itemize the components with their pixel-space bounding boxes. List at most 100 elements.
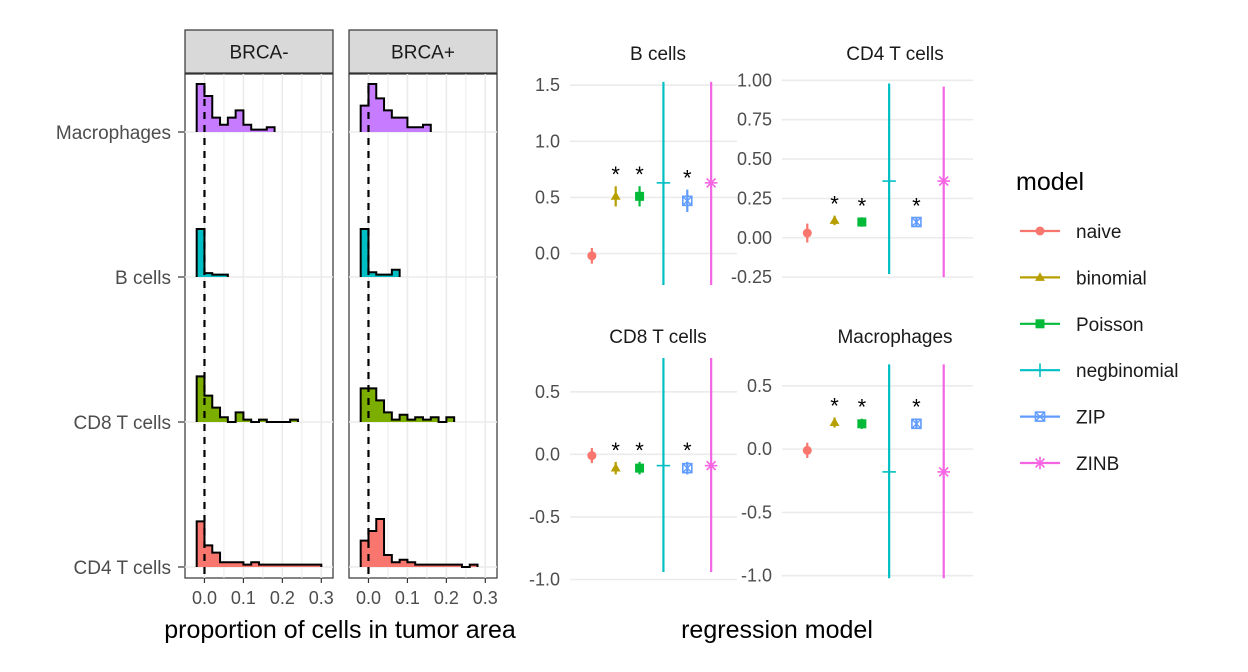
marker-naive xyxy=(802,228,812,238)
histogram-outline-cd8-t-cells xyxy=(359,387,456,423)
y-tick-label: 0.0 xyxy=(535,444,560,464)
histogram-facet-plot: BRCA- 0.0 0.1 0.2 0.3 BRCA+ 0.0 0.1 0.2 0.3 Macrop… xyxy=(56,29,498,608)
point-negbinomial xyxy=(656,358,671,572)
marker-poisson xyxy=(857,217,867,227)
y-tick-label-cd4-t-cells: CD4 T cells xyxy=(74,558,172,579)
marker-zip-box xyxy=(911,418,922,430)
x-tick-label: 0.3 xyxy=(473,588,498,608)
y-tick-label: -0.25 xyxy=(731,267,772,287)
legend-marker xyxy=(1035,319,1045,329)
marker-poisson xyxy=(635,191,645,201)
histogram-outline-cd8-t-cells xyxy=(195,375,299,423)
facet-brca: BRCA+ 0.0 0.1 0.2 0.3 xyxy=(348,29,498,608)
marker-naive xyxy=(802,445,812,455)
regression-x-axis-title: regression model xyxy=(681,616,873,644)
histogram-outline-cd4-t-cells xyxy=(359,518,479,568)
marker-binomial xyxy=(829,215,840,224)
point-zip: * xyxy=(911,193,922,228)
y-tick-label-macrophages: Macrophages xyxy=(56,123,171,144)
point-binomial: * xyxy=(610,162,621,207)
marker-zip-d2 xyxy=(911,418,922,429)
legend-item-poisson: Poisson xyxy=(1020,315,1144,336)
histogram-outline-macrophages xyxy=(195,83,276,132)
marker-zinb-ray xyxy=(706,460,717,471)
legend-marker xyxy=(1033,363,1047,377)
point-binomial: * xyxy=(829,393,840,428)
legend-title: model xyxy=(1016,168,1084,196)
facet-strip xyxy=(348,29,498,74)
y-tick-label: 0.0 xyxy=(535,244,560,264)
point-zinb xyxy=(937,86,951,278)
x-tick-label: 0.0 xyxy=(192,588,217,608)
marker-poisson xyxy=(857,419,867,429)
significance-star: * xyxy=(683,438,692,463)
marker-zip-box xyxy=(911,216,922,228)
legend-item-zinb: ZINB xyxy=(1020,454,1119,475)
y-tick-label: 1.0 xyxy=(535,131,560,151)
facet-strip-label: BRCA- xyxy=(229,43,288,64)
point-binomial: * xyxy=(610,438,621,475)
y-tick-label-b-cells: B cells xyxy=(115,268,171,289)
point-poisson: * xyxy=(635,162,645,207)
legend-label: negbinomial xyxy=(1076,361,1178,382)
histogram-fill-cd4-t-cells xyxy=(196,521,322,567)
point-negbinomial xyxy=(882,83,896,274)
significance-star: * xyxy=(830,192,839,217)
legend: model naive binomial Poisson negbinomial ZIP Z… xyxy=(1016,168,1178,475)
marker-zinb xyxy=(937,174,951,188)
panel-title: CD8 T cells xyxy=(609,327,707,348)
legend-marker-box xyxy=(1034,411,1046,422)
marker-zinb-ray xyxy=(706,177,717,188)
x-tick-label: 0.0 xyxy=(356,588,381,608)
y-tick-label: -0.5 xyxy=(741,502,772,522)
point-naive xyxy=(587,247,597,264)
point-zinb xyxy=(937,364,951,579)
legend-label: naive xyxy=(1076,222,1121,243)
marker-zip xyxy=(911,216,922,228)
histogram-outline-b-cells xyxy=(359,228,401,277)
y-tick-label: -0.5 xyxy=(529,507,560,527)
point-zinb xyxy=(704,358,718,572)
point-negbinomial xyxy=(656,81,671,285)
significance-star: * xyxy=(858,193,867,218)
marker-zinb xyxy=(937,465,951,479)
point-poisson: * xyxy=(857,193,867,227)
marker-zip xyxy=(681,462,693,474)
facet-strip xyxy=(184,29,334,74)
y-tick-label: 0.5 xyxy=(535,187,560,207)
marker-binomial xyxy=(610,191,621,200)
significance-star: * xyxy=(912,193,921,218)
panel-title: Macrophages xyxy=(837,327,952,348)
marker-zip xyxy=(911,418,922,430)
x-tick-label: 0.2 xyxy=(270,588,295,608)
legend-label: Poisson xyxy=(1076,315,1144,336)
panel-title: CD4 T cells xyxy=(846,44,944,65)
y-tick-label: 0.5 xyxy=(747,376,772,396)
x-tick-label: 0.3 xyxy=(309,588,334,608)
facet-strip-label: BRCA+ xyxy=(391,43,455,64)
y-tick-label: 0.25 xyxy=(737,188,772,208)
marker-zip-box xyxy=(681,462,693,474)
significance-star: * xyxy=(635,438,644,463)
histogram-x-axis-title: proportion of cells in tumor area xyxy=(164,616,516,644)
x-tick-label: 0.2 xyxy=(434,588,459,608)
point-poisson: * xyxy=(857,395,867,429)
y-tick-label: 0.00 xyxy=(737,228,772,248)
marker-negbinomial xyxy=(656,458,671,473)
y-tick-label: 0.50 xyxy=(737,149,772,169)
marker-naive xyxy=(587,451,597,461)
x-tick-label: 0.1 xyxy=(395,588,420,608)
facet-panel xyxy=(348,73,498,579)
legend-marker xyxy=(1033,456,1047,470)
y-tick-label: 0.0 xyxy=(747,439,772,459)
marker-zip xyxy=(681,195,693,207)
marker-binomial xyxy=(610,462,621,472)
panel-title: B cells xyxy=(630,44,686,65)
y-tick-label: -1.0 xyxy=(741,566,772,586)
marker-zinb xyxy=(704,176,718,190)
marker-zip-d2 xyxy=(682,195,693,206)
histogram-fill-macrophages xyxy=(360,84,431,132)
marker-zip-d2 xyxy=(911,217,922,228)
legend-marker-ray xyxy=(1034,457,1046,469)
legend-label: binomial xyxy=(1076,268,1147,289)
